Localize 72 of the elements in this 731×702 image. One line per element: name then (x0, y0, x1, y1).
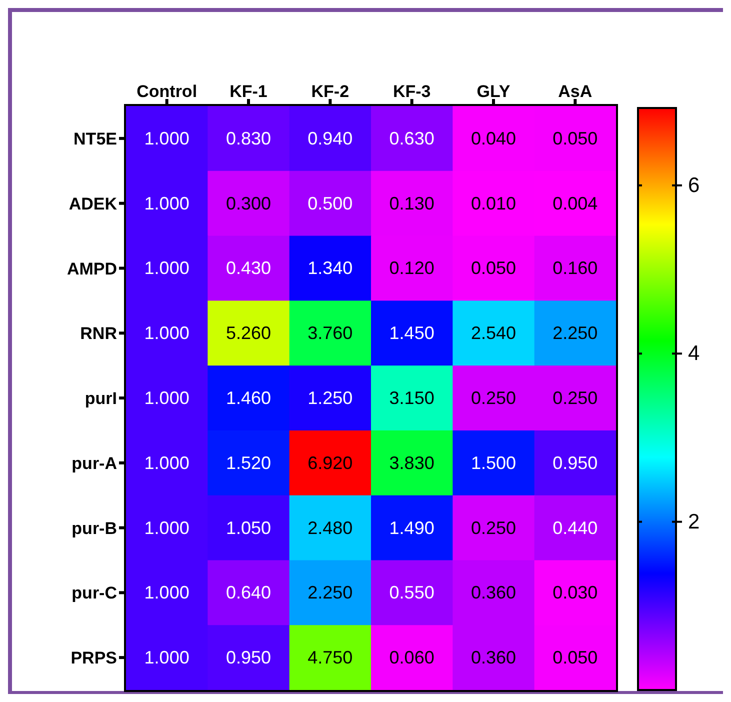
y-tick-label: purI (84, 389, 117, 408)
data-label: 1.000 (144, 388, 190, 408)
y-tick-label: NT5E (74, 129, 117, 148)
data-label: 1.000 (144, 128, 190, 148)
data-label: 0.550 (389, 582, 434, 603)
data-label: 0.360 (470, 582, 516, 603)
data-label: 1.500 (470, 452, 516, 473)
data-label: 2.250 (552, 323, 598, 344)
data-label: 0.830 (226, 128, 272, 148)
data-label: 1.000 (144, 518, 190, 538)
data-label: 0.440 (552, 518, 598, 538)
color-bar-label: 6 (688, 174, 700, 197)
data-label: 1.000 (144, 323, 190, 344)
data-label: 1.450 (389, 323, 434, 344)
data-label: 3.150 (389, 388, 434, 408)
data-label: 0.250 (470, 388, 516, 408)
data-label: 4.750 (308, 648, 353, 668)
data-label: 0.630 (389, 128, 434, 148)
data-label: 1.250 (308, 388, 353, 408)
data-label: 1.520 (226, 452, 272, 473)
data-label: 0.160 (552, 258, 598, 278)
data-label: 0.060 (389, 648, 434, 668)
data-label: 0.010 (470, 193, 516, 214)
y-tick-label: pur-A (72, 454, 117, 473)
y-tick-label: RNR (80, 324, 117, 344)
data-label: 1.000 (144, 452, 190, 473)
data-label: 1.000 (144, 648, 190, 668)
data-label: 0.950 (552, 452, 598, 473)
data-label: 1.050 (226, 518, 272, 538)
data-label: 2.540 (470, 323, 516, 344)
data-label: 0.940 (308, 128, 353, 148)
y-tick-label: pur-B (72, 518, 117, 538)
data-label: 6.920 (308, 452, 353, 473)
data-label: 0.050 (552, 648, 598, 668)
data-label: 0.430 (226, 258, 272, 278)
data-label: 0.250 (470, 518, 516, 538)
x-tick-label: KF-2 (311, 82, 350, 101)
data-label: 0.300 (226, 193, 272, 214)
data-label: 5.260 (226, 323, 272, 344)
x-tick-label: KF-1 (230, 82, 268, 101)
data-label: 0.640 (226, 582, 272, 603)
data-label: 0.360 (470, 648, 516, 668)
data-label: 1.490 (389, 518, 434, 538)
color-bar-label: 4 (688, 342, 700, 366)
data-label: 1.460 (226, 388, 272, 408)
data-label: 0.250 (552, 388, 598, 408)
data-label: 3.760 (308, 323, 353, 344)
data-label: 1.000 (144, 582, 190, 603)
y-tick-label: ADEK (68, 194, 118, 214)
color-bar-label: 2 (688, 510, 700, 534)
x-tick-label: Control (136, 82, 198, 101)
data-label: 0.030 (552, 582, 598, 603)
data-label: 1.000 (144, 193, 190, 214)
x-tick-label: AsA (558, 82, 592, 101)
x-tick-label: KF-3 (392, 82, 431, 101)
data-label: 1.000 (144, 258, 190, 278)
y-tick-label: pur-C (72, 584, 117, 603)
data-label: 0.040 (470, 128, 516, 148)
data-label: 0.050 (470, 258, 516, 278)
data-label: 0.500 (308, 193, 353, 214)
data-label: 2.250 (308, 582, 353, 603)
y-tick-label: AMPD (66, 259, 117, 278)
data-label: 3.830 (389, 452, 434, 473)
data-label: 0.120 (389, 258, 434, 278)
data-label: 1.340 (308, 258, 353, 278)
data-label: 0.130 (389, 193, 434, 214)
data-label: 0.050 (552, 128, 598, 148)
data-label: 0.004 (552, 193, 598, 214)
data-label: 0.950 (226, 648, 272, 668)
y-tick-label: PRPS (70, 648, 117, 668)
x-tick-label: GLY (476, 82, 511, 101)
data-label: 2.480 (308, 518, 353, 538)
